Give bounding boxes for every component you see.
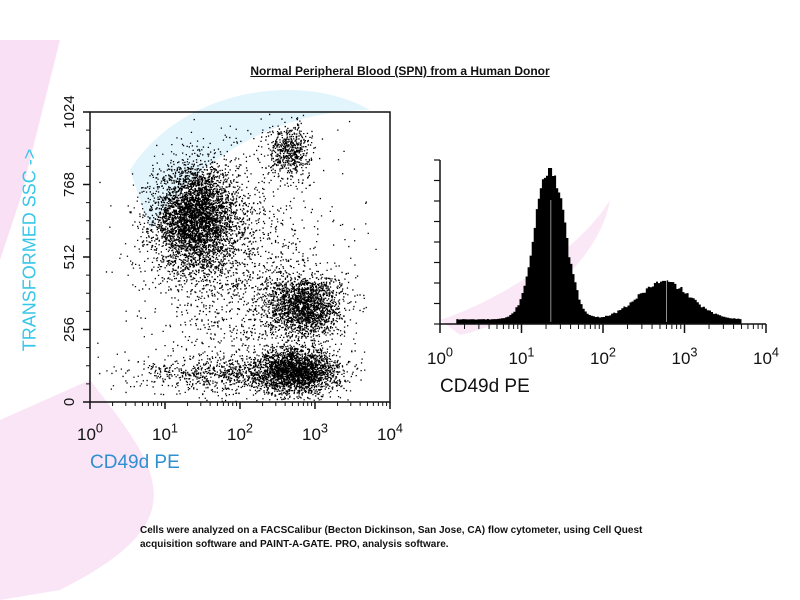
watermark-blue-arc	[130, 90, 370, 230]
histogram-x-tick-label: 102	[590, 344, 616, 368]
footnote: Cells were analyzed on a FACSCalibur (Be…	[140, 524, 780, 552]
histogram-x-tick-label: 101	[508, 344, 534, 368]
scatter-x-tick-label: 101	[152, 420, 178, 444]
histogram-x-tick-label: 100	[427, 344, 453, 368]
watermark-pink-band	[0, 40, 60, 260]
scatter-population-3	[227, 327, 366, 402]
histogram-x-tick-label: 103	[671, 344, 697, 368]
histogram-fill	[440, 168, 766, 324]
scatter-x-tick-label: 103	[302, 420, 328, 444]
scatter-x-tick-label: 102	[227, 420, 253, 444]
histogram-x-tick-label: 104	[753, 344, 779, 368]
histogram-x-axis-label: CD49d PE	[440, 376, 530, 397]
histogram-bars	[440, 168, 766, 324]
scatter-x-axis-label: CD49d PE	[90, 452, 180, 473]
scatter-dots	[97, 113, 377, 403]
scatter-y-tick-label: 256	[61, 317, 78, 342]
scatter-y-tick-label: 1024	[61, 95, 78, 128]
scatter-population-2	[243, 246, 367, 363]
scatter-axes: 100 101 102 103 104 0 256 512 768 1024	[61, 95, 403, 444]
scatter-y-tick-label: 512	[61, 244, 78, 269]
scatter-x-tick-label: 104	[377, 420, 403, 444]
scatter-population-0	[110, 125, 273, 332]
scatter-x-tick-label: 100	[77, 420, 103, 444]
scatter-y-tick-label: 0	[61, 398, 78, 406]
page-title: Normal Peripheral Blood (SPN) from a Hum…	[250, 64, 550, 78]
scatter-y-axis-label: TRANSFORMED SSC ->	[19, 148, 40, 352]
footnote-line-1: Cells were analyzed on a FACSCalibur (Be…	[140, 525, 643, 536]
histogram-axes: 100 101 102 103 104	[427, 159, 779, 368]
scatter-y-tick-label: 768	[61, 172, 78, 197]
footnote-line-2: acquisition software and PAINT-A-GATE. P…	[140, 539, 449, 550]
watermark-pink-shape	[0, 380, 154, 600]
